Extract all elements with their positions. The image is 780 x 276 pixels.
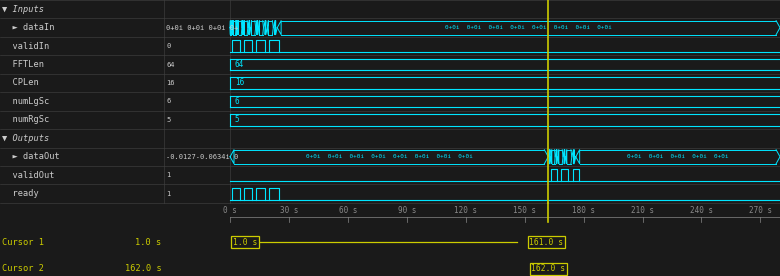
Text: 6: 6 [235, 97, 239, 106]
Text: FFTLen: FFTLen [2, 60, 44, 69]
Text: 161.0 s: 161.0 s [529, 238, 563, 247]
Text: 16: 16 [166, 80, 175, 86]
Text: 120 s: 120 s [454, 206, 477, 214]
Text: 30 s: 30 s [280, 206, 298, 214]
Text: ► dataOut: ► dataOut [2, 152, 60, 161]
Text: 0+0i 0+0i 0+0i 0+: 0+0i 0+0i 0+0i 0+ [166, 25, 239, 31]
Text: 150 s: 150 s [513, 206, 537, 214]
Text: 180 s: 180 s [572, 206, 595, 214]
Text: 1: 1 [166, 191, 170, 197]
Text: validIn: validIn [2, 42, 50, 51]
Text: 0+0i  0+0i  0+0i  0+0i  0+0i  0+0i  0+0i  0+0i: 0+0i 0+0i 0+0i 0+0i 0+0i 0+0i 0+0i 0+0i [445, 25, 612, 30]
Text: Cursor 1: Cursor 1 [2, 238, 44, 247]
Text: 6: 6 [166, 99, 170, 104]
Text: ▼ Inputs: ▼ Inputs [2, 5, 44, 14]
Text: 5: 5 [166, 117, 170, 123]
Text: 0+0i  0+0i  0+0i  0+0i  0+0i  0+0i  0+0i  0+0i: 0+0i 0+0i 0+0i 0+0i 0+0i 0+0i 0+0i 0+0i [306, 154, 473, 159]
Text: 1: 1 [166, 172, 170, 178]
Text: -0.0127-0.0634i 0: -0.0127-0.0634i 0 [166, 154, 239, 160]
Text: 1.0 s: 1.0 s [233, 238, 257, 247]
Text: 16: 16 [235, 78, 244, 87]
Text: CPLen: CPLen [2, 78, 39, 87]
Text: ► dataIn: ► dataIn [2, 23, 55, 32]
Text: 5: 5 [235, 115, 239, 124]
Text: 90 s: 90 s [398, 206, 416, 214]
Text: 270 s: 270 s [749, 206, 772, 214]
Text: numRgSc: numRgSc [2, 115, 50, 124]
Text: numLgSc: numLgSc [2, 97, 50, 106]
Text: ready: ready [2, 189, 39, 198]
Text: 0: 0 [166, 43, 170, 49]
Text: 240 s: 240 s [690, 206, 713, 214]
Text: 60 s: 60 s [339, 206, 357, 214]
Text: 162.0 s: 162.0 s [531, 264, 566, 273]
Text: Cursor 2: Cursor 2 [2, 264, 44, 273]
Text: 162.0 s: 162.0 s [125, 264, 161, 273]
Text: 0 s: 0 s [223, 206, 237, 214]
Text: validOut: validOut [2, 171, 55, 180]
Text: 0+0i  0+0i  0+0i  0+0i  0+0i: 0+0i 0+0i 0+0i 0+0i 0+0i [627, 154, 729, 159]
Text: ▼ Outputs: ▼ Outputs [2, 134, 50, 143]
Text: 64: 64 [235, 60, 244, 69]
Text: 1.0 s: 1.0 s [135, 238, 161, 247]
Text: 210 s: 210 s [631, 206, 654, 214]
Text: 64: 64 [166, 62, 175, 68]
